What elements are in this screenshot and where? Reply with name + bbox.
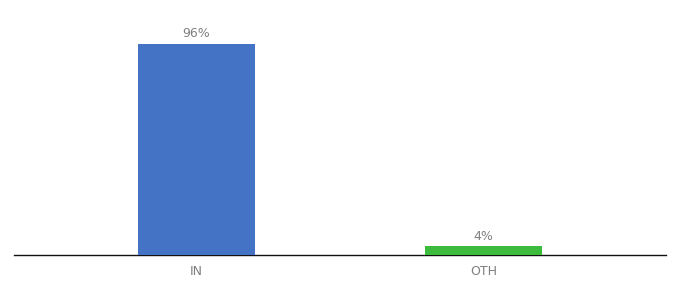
Bar [137,44,255,255]
Text: 96%: 96% [182,28,210,40]
Bar [425,246,543,255]
Text: 4%: 4% [474,230,494,243]
